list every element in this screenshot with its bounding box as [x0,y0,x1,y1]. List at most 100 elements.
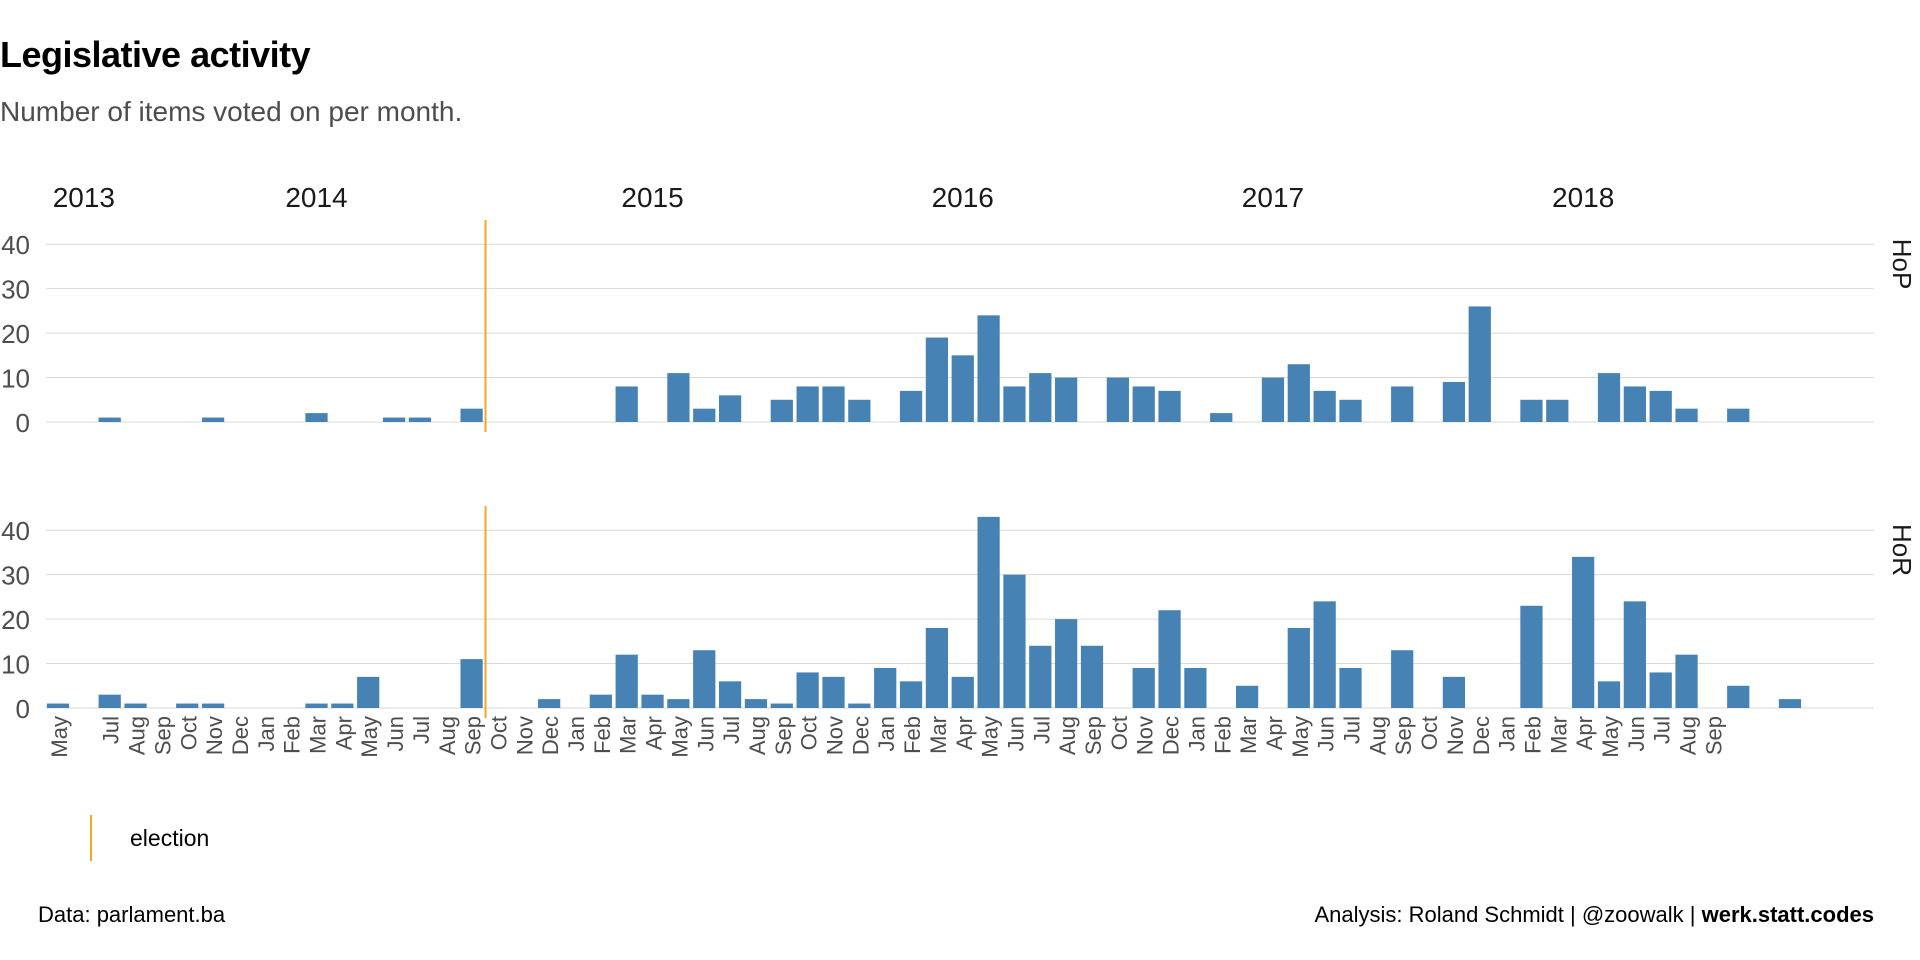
x-tick-label: Sep [771,716,796,755]
panel-label-hop: HoP [1887,239,1917,290]
x-tick-label: Sep [1081,716,1106,755]
bar-hor [925,628,949,708]
bar-hor [1442,676,1466,708]
x-tick-label: Aug [1365,716,1390,755]
x-tick-label: Mar [616,716,641,754]
bar-hop [1597,373,1621,422]
bar-hop [1003,386,1026,422]
bar-hop [718,395,742,422]
bar-hor [1029,645,1052,708]
x-tick-label: Oct [486,716,511,750]
bar-hor [331,703,354,708]
bar-hor [667,699,690,708]
bar-hop [1158,390,1181,422]
x-tick-label: Aug [745,716,770,755]
year-label: 2013 [53,182,115,213]
x-tick-label: Sep [150,716,175,755]
y-tick-label: 20 [1,319,30,349]
bar-hop [305,413,328,422]
bar-hop [667,373,690,422]
bar-hor [460,659,483,708]
bar-hop [1132,386,1155,422]
bar-hor [615,654,638,708]
bar-hor [1778,699,1802,708]
x-tick-label: Jun [1624,716,1649,751]
x-tick-label: Mar [1546,716,1571,754]
bar-hop [1675,408,1698,422]
x-tick-label: Aug [125,716,150,755]
bar-hor [693,650,716,708]
bar-hop [382,417,406,422]
x-tick-label: Nov [202,716,227,755]
bar-hor [899,681,923,708]
bar-hop [1623,386,1646,422]
y-tick-label: 10 [1,364,30,394]
bar-hop [98,417,121,422]
chart-subtitle: Number of items voted on per month. [0,96,463,127]
bar-hor [538,699,561,708]
x-tick-label: Feb [280,716,305,754]
bar-hop [1106,377,1129,422]
bar-hop [1391,386,1414,422]
x-tick-label: Jul [1650,716,1675,744]
x-tick-label: Jun [1003,716,1028,751]
x-tick-label: Jun [1314,716,1339,751]
x-tick-label: Dec [1159,716,1184,755]
x-tick-label: Apr [331,716,356,750]
x-tick-label: Oct [176,716,201,750]
bar-hor [305,703,328,708]
y-tick-label: 40 [1,516,30,546]
x-tick-label: Jan [564,716,589,751]
bar-hor [1003,574,1026,708]
x-tick-label: May [667,716,692,758]
bar-hor [1623,601,1646,708]
x-tick-label: Dec [228,716,253,755]
x-tick-label: Jan [874,716,899,751]
bar-hor [124,703,147,708]
bar-hor [951,676,974,708]
bar-hor [641,694,664,708]
bar-hor [357,676,380,708]
bar-hor [1572,556,1595,708]
year-label: 2015 [621,182,683,213]
bar-hop [460,408,483,422]
y-tick-label: 40 [1,230,30,260]
bar-hor [874,668,897,708]
y-tick-label: 20 [1,605,30,635]
bar-hor [1520,605,1543,708]
x-tick-label: Jul [1340,716,1365,744]
bar-hop [951,355,974,422]
bar-hor [1675,654,1698,708]
bar-hor [770,703,793,708]
x-tick-label: Jan [1184,716,1209,751]
x-tick-label: Aug [1676,716,1701,755]
x-tick-label: Dec [538,716,563,755]
x-tick-label: Dec [1469,716,1494,755]
x-tick-label: Mar [306,716,331,754]
bar-hop [899,390,923,422]
bar-hor [1597,681,1621,708]
caption-analysis: Analysis: Roland Schmidt | @zoowalk | we… [1314,902,1874,928]
legend-election-label: election [130,825,210,851]
bar-hor [1339,668,1362,708]
x-tick-label: Nov [512,716,537,755]
bar-hor [744,699,768,708]
bar-hop [201,417,225,422]
x-tick-label: Oct [1417,716,1442,750]
x-tick-label: Nov [823,716,848,755]
x-tick-label: Apr [642,716,667,750]
bar-hop [1313,390,1336,422]
caption-analysis-text: Analysis: Roland Schmidt | @zoowalk | [1314,902,1702,927]
x-tick-label: May [1288,716,1313,758]
x-tick-label: Aug [1055,716,1080,755]
bar-hop [848,399,871,422]
bar-hop [693,408,716,422]
year-label: 2018 [1552,182,1614,213]
bar-hor [796,672,819,708]
bar-hop [1339,399,1362,422]
x-tick-label: Dec [848,716,873,755]
bar-hor [1080,645,1104,708]
bar-hor [1235,685,1259,708]
bar-hor [589,694,612,708]
panel-label-hor: HoR [1887,524,1917,576]
